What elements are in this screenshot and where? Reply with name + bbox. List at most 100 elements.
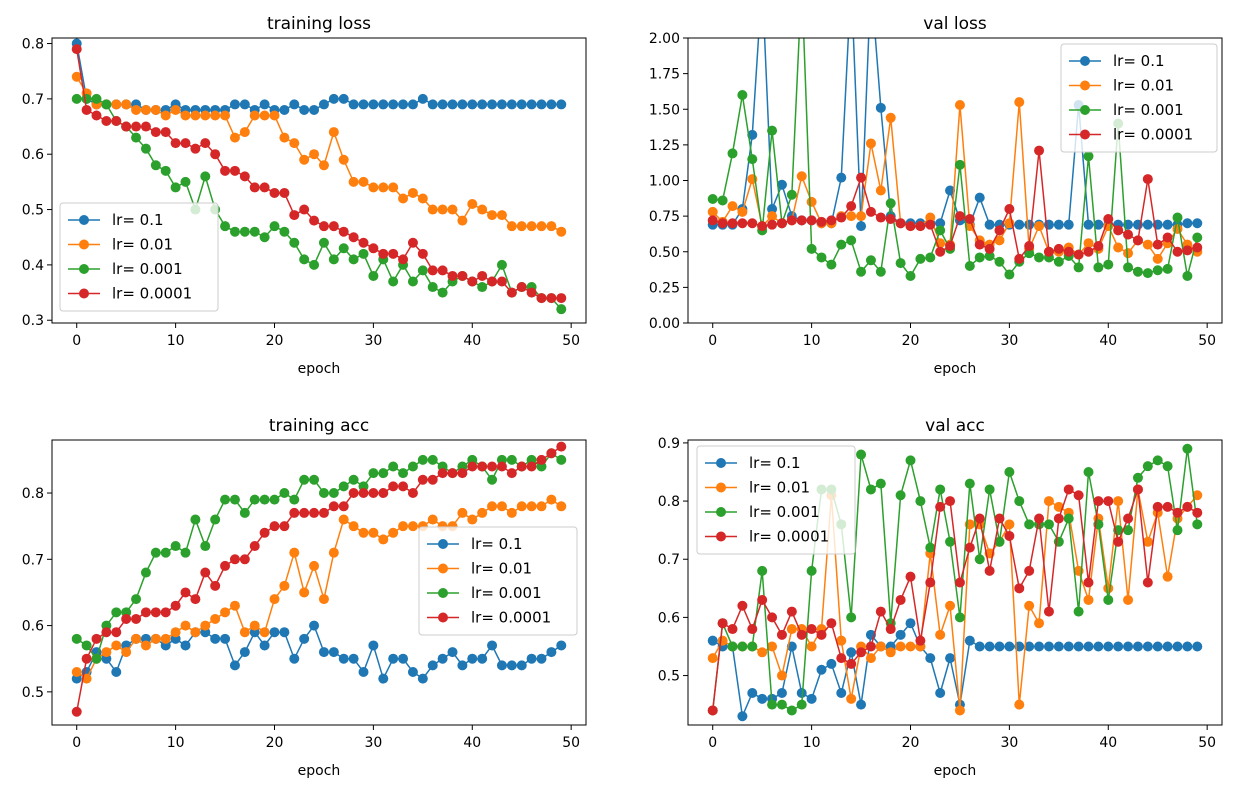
data-point [160,165,171,176]
data-point [1132,484,1143,495]
data-point [447,468,458,479]
y-tick-label: 1.00 [649,174,680,190]
data-point [945,241,956,252]
data-point [457,468,468,479]
data-point [81,104,92,115]
data-point [1004,641,1015,652]
data-point [289,237,300,248]
data-point [1093,641,1104,652]
data-point [1123,594,1134,605]
data-point [140,640,151,651]
y-tick-label: 1.75 [649,67,680,83]
data-point [536,653,547,664]
data-point [140,143,151,154]
y-tick-label: 1.25 [649,138,680,154]
data-point [496,461,507,472]
data-point [836,688,847,699]
legend-label: lr= 0.01 [749,479,810,497]
data-point [170,541,181,552]
axes-frame [51,439,587,726]
data-point [984,484,995,495]
data-point [309,560,320,571]
plot-area [71,441,567,717]
x-tick-label: 50 [1198,333,1216,349]
data-point [1103,213,1114,224]
x-tick-label: 0 [708,735,717,751]
data-point [249,541,260,552]
data-point [101,647,112,658]
data-point [767,612,778,623]
data-point [826,658,837,669]
data-point [836,172,847,183]
data-point [328,127,339,138]
x-tick-label: 40 [463,735,481,751]
y-tick-label: 0.3 [22,313,44,329]
data-point [776,179,787,190]
data-point [875,102,886,113]
data-point [737,711,748,722]
legend-marker [716,458,726,468]
data-point [556,454,567,465]
data-point [945,653,956,664]
data-point [131,633,142,644]
x-tick-label: 50 [1198,735,1216,751]
data-point [747,218,758,229]
data-point [757,647,768,658]
data-point [1093,241,1104,252]
data-point [516,501,527,512]
data-point [974,252,985,263]
data-point [190,594,201,605]
data-point [210,514,221,525]
y-tick-label: 0.6 [658,610,680,626]
data-point [318,488,329,499]
data-point [279,488,290,499]
data-point [427,474,438,485]
data-point [318,507,329,518]
x-tick-label: 40 [1099,333,1117,349]
data-point [427,514,438,525]
data-point [786,705,797,716]
data-point [477,99,488,110]
data-point [457,215,468,226]
data-point [546,99,557,110]
data-point [1093,219,1104,230]
data-point [806,243,817,254]
data-point [1083,246,1094,257]
legend-box [418,526,578,636]
y-tick-label: 0.25 [649,280,680,296]
data-point [368,468,379,479]
data-point [427,282,438,293]
data-point [816,252,827,263]
data-point [170,182,181,193]
data-point [556,226,567,237]
data-point [388,182,399,193]
data-point [905,571,916,582]
x-axis-label: epoch [934,763,977,779]
data-point [150,547,161,558]
data-point [101,99,112,110]
data-point [328,647,339,658]
data-point [407,276,418,287]
data-point [1083,238,1094,249]
data-point [269,187,280,198]
data-point [856,211,867,222]
data-point [398,468,409,479]
data-point [546,494,557,505]
data-point [1043,606,1054,617]
y-tick-label: 0.6 [22,619,44,635]
data-point [269,110,280,121]
data-point [378,99,389,110]
data-point [767,125,778,136]
legend: lr= 0.1 lr= 0.01 lr= 0.001 lr= 0.0001 [418,526,578,636]
data-point [1083,466,1094,477]
data-point [915,221,926,232]
data-point [407,488,418,499]
data-point [229,99,240,110]
data-point [150,104,161,115]
data-point [727,148,738,159]
data-point [865,255,876,266]
data-point [1142,174,1153,185]
data-point [289,507,300,518]
data-point [299,104,310,115]
data-point [309,149,320,160]
